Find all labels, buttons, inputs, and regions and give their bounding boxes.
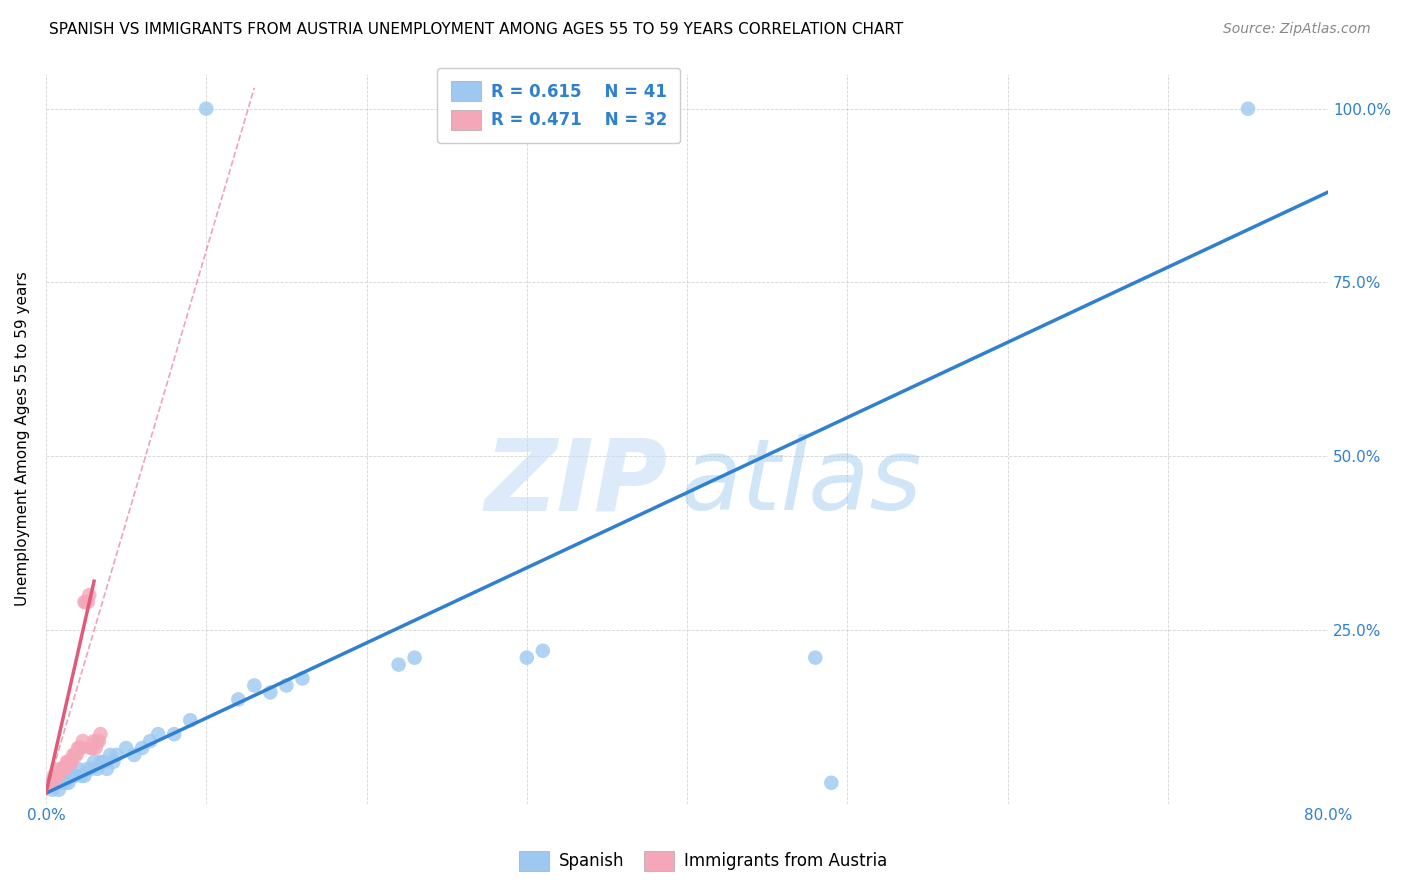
Y-axis label: Unemployment Among Ages 55 to 59 years: Unemployment Among Ages 55 to 59 years xyxy=(15,271,30,607)
Legend: Spanish, Immigrants from Austria: Spanish, Immigrants from Austria xyxy=(510,842,896,880)
Point xyxy=(80,741,103,756)
Point xyxy=(73,769,96,783)
Point xyxy=(86,734,108,748)
Point xyxy=(89,755,111,769)
Point xyxy=(146,727,169,741)
Point xyxy=(243,678,266,692)
Point xyxy=(259,685,281,699)
Point xyxy=(103,755,125,769)
Point xyxy=(84,741,107,756)
Point xyxy=(66,741,89,756)
Point xyxy=(83,734,105,748)
Point xyxy=(89,727,111,741)
Point xyxy=(93,755,115,769)
Point xyxy=(42,769,65,783)
Point xyxy=(72,734,94,748)
Point xyxy=(41,776,63,790)
Point xyxy=(53,762,76,776)
Point xyxy=(179,713,201,727)
Point xyxy=(41,782,63,797)
Point xyxy=(46,769,69,783)
Point xyxy=(122,747,145,762)
Point xyxy=(63,769,86,783)
Point xyxy=(69,741,91,756)
Text: Source: ZipAtlas.com: Source: ZipAtlas.com xyxy=(1223,22,1371,37)
Point xyxy=(60,769,83,783)
Point xyxy=(98,747,121,762)
Point xyxy=(59,755,82,769)
Point xyxy=(56,755,79,769)
Point xyxy=(53,776,76,790)
Point xyxy=(820,776,842,790)
Point xyxy=(63,747,86,762)
Point xyxy=(387,657,409,672)
Legend: R = 0.615    N = 41, R = 0.471    N = 32: R = 0.615 N = 41, R = 0.471 N = 32 xyxy=(437,68,681,144)
Point xyxy=(96,762,118,776)
Point xyxy=(58,776,80,790)
Point xyxy=(276,678,298,692)
Point xyxy=(404,650,426,665)
Point xyxy=(70,741,93,756)
Point xyxy=(195,102,218,116)
Point xyxy=(83,755,105,769)
Text: SPANISH VS IMMIGRANTS FROM AUSTRIA UNEMPLOYMENT AMONG AGES 55 TO 59 YEARS CORREL: SPANISH VS IMMIGRANTS FROM AUSTRIA UNEMP… xyxy=(49,22,904,37)
Point xyxy=(804,650,827,665)
Text: atlas: atlas xyxy=(681,434,922,531)
Point xyxy=(80,762,103,776)
Point xyxy=(60,755,83,769)
Point xyxy=(82,741,104,756)
Point xyxy=(105,747,128,762)
Point xyxy=(39,776,62,790)
Point xyxy=(65,747,87,762)
Point xyxy=(87,734,110,748)
Point xyxy=(115,741,138,756)
Point xyxy=(51,762,73,776)
Text: ZIP: ZIP xyxy=(485,434,668,531)
Point xyxy=(531,644,554,658)
Point xyxy=(45,769,67,783)
Point xyxy=(77,588,100,602)
Point xyxy=(86,762,108,776)
Point xyxy=(58,755,80,769)
Point xyxy=(49,762,72,776)
Point xyxy=(70,769,93,783)
Point xyxy=(516,650,538,665)
Point xyxy=(48,769,70,783)
Point xyxy=(76,762,98,776)
Point xyxy=(291,672,314,686)
Point xyxy=(52,762,75,776)
Point xyxy=(76,595,98,609)
Point xyxy=(139,734,162,748)
Point xyxy=(131,741,153,756)
Point xyxy=(62,747,84,762)
Point xyxy=(51,776,73,790)
Point xyxy=(75,595,97,609)
Point xyxy=(48,782,70,797)
Point xyxy=(73,595,96,609)
Point xyxy=(45,776,67,790)
Point xyxy=(226,692,249,706)
Point xyxy=(66,762,89,776)
Point xyxy=(163,727,186,741)
Point xyxy=(1237,102,1260,116)
